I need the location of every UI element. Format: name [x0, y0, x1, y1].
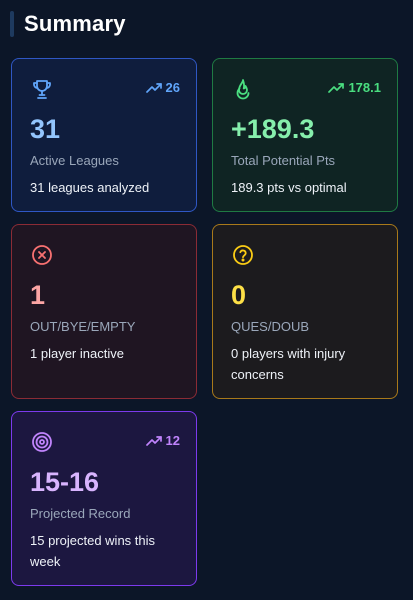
trending-up-icon [328, 82, 345, 93]
stat-label: OUT/BYE/EMPTY [30, 319, 136, 334]
trending-up-icon [145, 435, 162, 446]
stat-value: +189.3 [231, 114, 315, 144]
flame-icon [231, 77, 255, 101]
trend-value: 12 [165, 433, 180, 448]
stat-description: 189.3 pts vs optimal [231, 180, 347, 195]
stat-value: 0 [231, 280, 247, 310]
active-leagues-card[interactable]: 26 31 Active Leagues 31 leagues analyzed [11, 58, 197, 212]
ques-doub-card[interactable]: 0 QUES/DOUB 0 players with injury concer… [212, 224, 398, 399]
stat-value: 15-16 [30, 467, 100, 497]
trophy-icon [30, 77, 54, 101]
question-circle-icon [231, 243, 255, 267]
stat-label: QUES/DOUB [231, 319, 310, 334]
out-bye-empty-card[interactable]: 1 OUT/BYE/EMPTY 1 player inactive [11, 224, 197, 399]
x-circle-icon [30, 243, 54, 267]
stat-value: 1 [30, 280, 46, 310]
stat-description: 1 player inactive [30, 346, 124, 361]
trend-indicator: 12 [145, 433, 180, 448]
trending-up-icon [145, 82, 162, 93]
trend-indicator: 26 [145, 80, 180, 95]
stat-description: 31 leagues analyzed [30, 180, 150, 195]
target-icon [30, 430, 54, 454]
stat-description: 0 players with injury concerns [231, 346, 346, 382]
potential-pts-card[interactable]: 178.1 +189.3 Total Potential Pts 189.3 p… [212, 58, 398, 212]
trend-value: 26 [165, 80, 180, 95]
page-title: Summary [24, 11, 126, 36]
stat-value: 31 [30, 114, 61, 144]
stat-label: Projected Record [30, 506, 131, 521]
stat-description: 15 projected wins this week [30, 533, 156, 569]
summary-header: Summary [10, 10, 126, 38]
projected-record-card[interactable]: 12 15-16 Projected Record 15 projected w… [11, 411, 197, 586]
trend-indicator: 178.1 [328, 80, 381, 95]
stat-label: Total Potential Pts [231, 153, 336, 168]
stat-label: Active Leagues [30, 153, 119, 168]
header-accent-bar [10, 11, 14, 37]
trend-value: 178.1 [348, 80, 381, 95]
